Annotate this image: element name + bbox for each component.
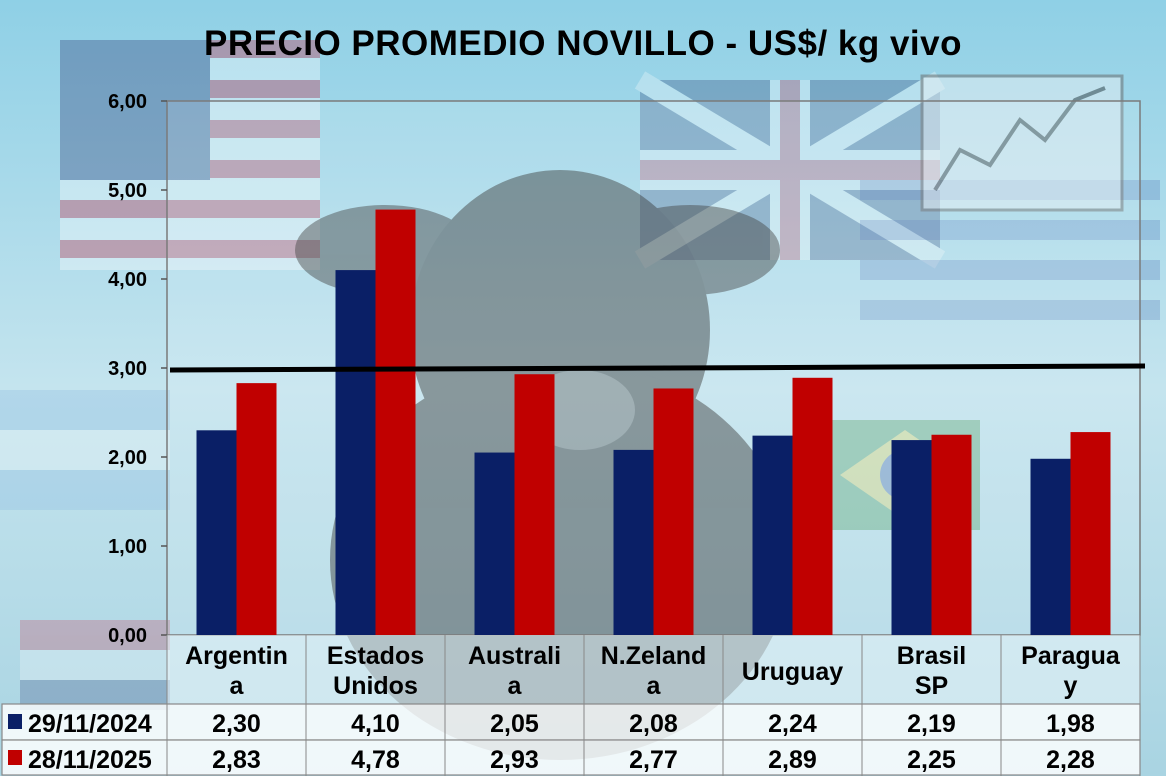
data-table-value: 2,24 — [768, 710, 817, 738]
bar-series2-1 — [375, 209, 416, 635]
bar-series1-4 — [752, 435, 793, 635]
legend-swatch — [8, 714, 22, 729]
category-label: y — [1064, 672, 1078, 700]
data-table-value: 2,30 — [212, 710, 261, 738]
bar-series2-6 — [1070, 432, 1111, 635]
category-label: Unidos — [333, 672, 418, 700]
category-label: SP — [915, 672, 948, 700]
bar-series1-0 — [196, 430, 237, 635]
bar-series2-3 — [653, 388, 694, 635]
legend-label: 28/11/2025 — [28, 746, 152, 774]
data-table-value: 2,77 — [629, 746, 678, 774]
category-label: N.Zeland — [601, 642, 707, 670]
logo-graphic — [920, 74, 1124, 212]
data-table-row — [1, 739, 1141, 776]
data-table-value: 2,28 — [1046, 746, 1095, 774]
data-table-value: 2,08 — [629, 710, 678, 738]
data-table-value: 2,93 — [490, 746, 539, 774]
y-tick-label: 6,00 — [108, 91, 147, 113]
category-label: a — [230, 672, 245, 700]
y-tick-label: 2,00 — [108, 447, 147, 469]
category-label: Estados — [327, 642, 424, 670]
category-label: Brasil — [897, 642, 966, 670]
data-table-value: 2,83 — [212, 746, 261, 774]
data-table-value: 4,10 — [351, 710, 400, 738]
bar-series1-2 — [474, 452, 515, 635]
legend-label: 29/11/2024 — [28, 710, 152, 738]
bar-series2-5 — [931, 434, 972, 635]
argentina-flag-decoration — [0, 390, 170, 510]
y-tick-label: 5,00 — [108, 180, 147, 202]
y-tick-label: 4,00 — [108, 269, 147, 291]
category-label: a — [647, 672, 662, 700]
data-table-value: 4,78 — [351, 746, 400, 774]
data-table-value: 2,05 — [490, 710, 539, 738]
category-label: Uruguay — [742, 658, 844, 686]
australia-flag-decoration — [634, 71, 946, 269]
bar-series2-2 — [514, 374, 555, 635]
bar-series1-1 — [335, 270, 376, 635]
bar-series1-5 — [891, 440, 932, 635]
data-table-value: 2,89 — [768, 746, 817, 774]
chart-title: PRECIO PROMEDIO NOVILLO - US$/ kg vivo — [204, 24, 962, 63]
y-tick-label: 0,00 — [108, 625, 147, 647]
data-table-row — [1, 703, 1141, 741]
bar-series1-3 — [613, 449, 654, 635]
category-label: Paragua — [1021, 642, 1121, 670]
category-label: Argentin — [185, 642, 288, 670]
category-axis-area — [167, 635, 1140, 704]
reference-line — [169, 363, 1146, 373]
category-label: Australi — [468, 642, 561, 670]
data-table-value: 1,98 — [1046, 710, 1095, 738]
bar-series1-6 — [1030, 458, 1071, 635]
y-tick-label: 1,00 — [108, 536, 147, 558]
data-table-value: 2,19 — [907, 710, 956, 738]
bar-series2-0 — [236, 383, 277, 635]
y-tick-label: 3,00 — [108, 358, 147, 380]
usa-flag-decoration — [60, 40, 320, 270]
bar-series2-4 — [792, 377, 833, 635]
category-label: a — [508, 672, 523, 700]
legend-swatch — [8, 750, 22, 765]
data-table-value: 2,25 — [907, 746, 956, 774]
